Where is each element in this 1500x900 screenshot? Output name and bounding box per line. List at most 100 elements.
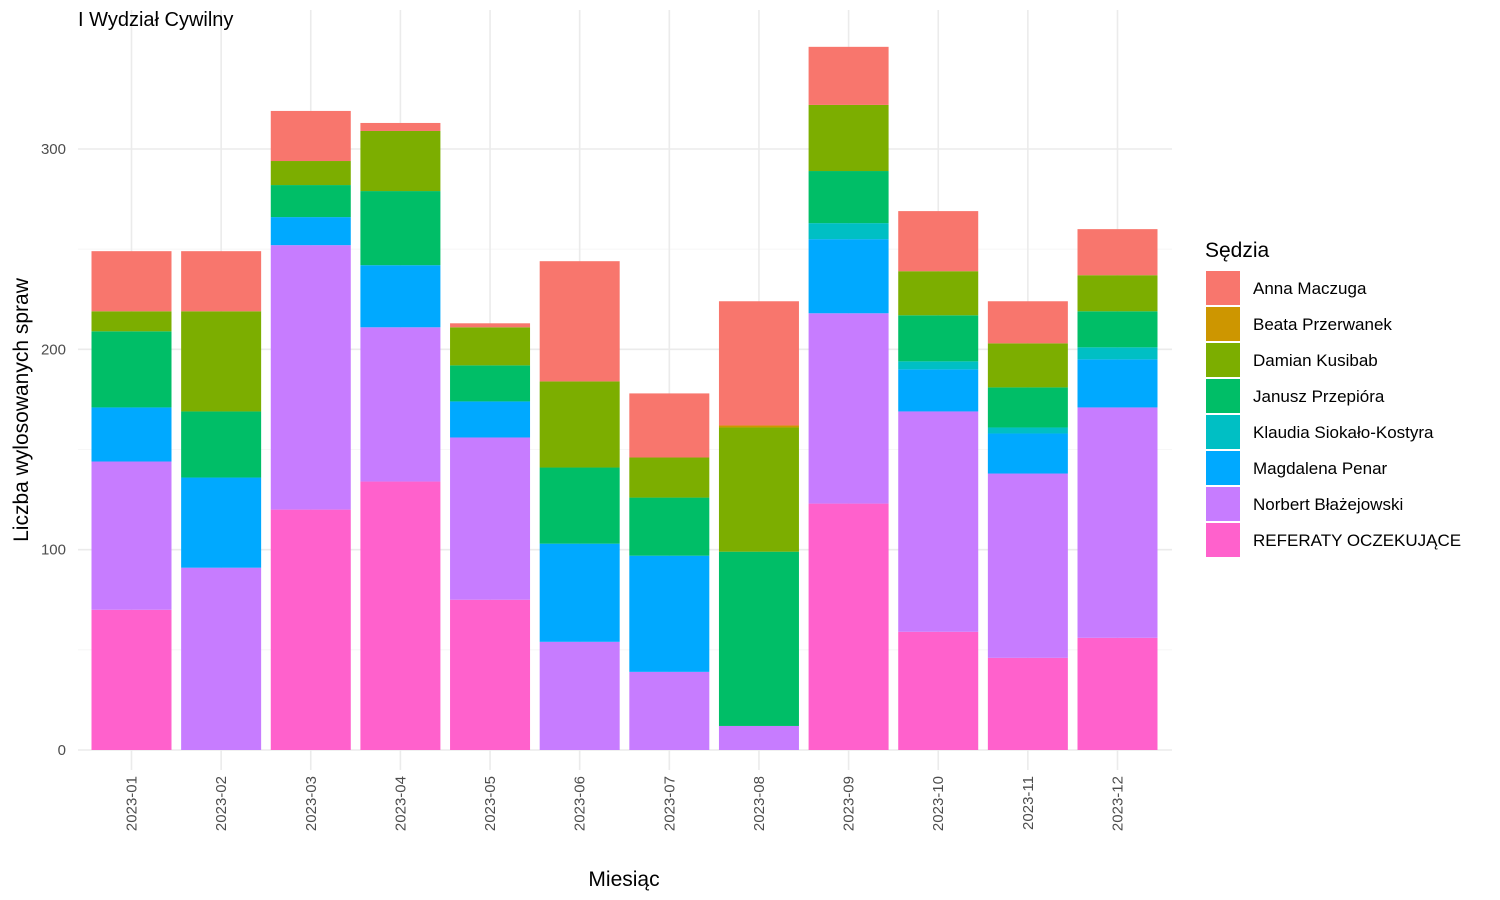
bar-stack-2023-09: [808, 46, 889, 750]
y-axis-ticks: 0 100 200 300: [41, 141, 66, 759]
x-tick-label: 2023-09: [841, 776, 858, 831]
bar-segment: [629, 671, 710, 750]
x-tick-label: 2023-07: [661, 776, 678, 831]
bar-stack-2023-04: [360, 122, 441, 750]
bar-segment: [629, 457, 710, 498]
bar-segment: [181, 251, 262, 312]
legend: Sędzia Anna Maczuga Beata Przerwanek Damia…: [1205, 239, 1461, 557]
bar-segment: [539, 543, 620, 642]
x-tick-label: 2023-02: [213, 776, 230, 831]
bar-segment: [539, 467, 620, 544]
bar-segment: [270, 217, 351, 246]
bar-segment: [808, 313, 889, 504]
x-tick-label: 2023-12: [1110, 776, 1127, 831]
bar-segment: [450, 401, 531, 438]
bar-segment: [808, 46, 889, 105]
bar-stack-2023-05: [450, 323, 531, 750]
bar-segment: [898, 211, 979, 272]
bar-segment: [808, 171, 889, 224]
legend-label: REFERATY OCZEKUJĄCE: [1253, 531, 1461, 550]
bar-segment: [539, 381, 620, 468]
bar-segment: [539, 641, 620, 750]
bar-segment: [270, 161, 351, 186]
legend-item: Janusz Przepióra: [1206, 379, 1385, 413]
x-tick-label: 2023-01: [124, 776, 141, 831]
x-tick-label: 2023-10: [930, 776, 947, 831]
bar-segment: [898, 411, 979, 632]
x-tick-label: 2023-06: [572, 776, 589, 831]
bar-segment: [270, 110, 351, 162]
y-axis-title: Liczba wylosowanych spraw: [10, 277, 33, 542]
bar-segment: [898, 315, 979, 362]
x-tick-label: 2023-05: [482, 776, 499, 831]
bar-segment: [808, 503, 889, 750]
bar-segment: [360, 122, 441, 131]
bar-segment: [450, 327, 531, 366]
bar-segment: [987, 433, 1068, 474]
bar-segment: [181, 567, 262, 750]
bar-segment: [91, 461, 172, 610]
legend-swatch: [1206, 379, 1240, 413]
bar-segment: [360, 265, 441, 328]
legend-item: Klaudia Siokało-Kostyra: [1206, 415, 1434, 449]
bar-segment: [718, 425, 799, 428]
bar-segment: [450, 437, 531, 600]
legend-swatch: [1206, 523, 1240, 557]
bar-segment: [808, 239, 889, 314]
bar-segment: [450, 365, 531, 402]
chart-title: I Wydział Cywilny: [78, 9, 233, 31]
legend-swatch: [1206, 415, 1240, 449]
legend-swatch: [1206, 307, 1240, 341]
x-tick-label: 2023-11: [1020, 776, 1037, 830]
bar-segment: [718, 301, 799, 426]
bar-segment: [808, 223, 889, 240]
legend-label: Damian Kusibab: [1253, 351, 1378, 370]
bar-segment: [898, 271, 979, 316]
legend-label: Klaudia Siokało-Kostyra: [1253, 423, 1434, 442]
y-tick-label: 200: [41, 341, 66, 358]
bar-segment: [898, 631, 979, 750]
bar-segment: [360, 327, 441, 482]
bar-segment: [1077, 407, 1158, 638]
bar-segment: [718, 551, 799, 726]
bar-segment: [718, 427, 799, 552]
bar-stack-2023-03: [270, 110, 351, 750]
bar-stack-2023-11: [987, 301, 1068, 750]
bar-stack-2023-07: [629, 393, 710, 750]
legend-item: Anna Maczuga: [1206, 271, 1367, 305]
bar-segment: [450, 599, 531, 750]
bar-segment: [360, 191, 441, 266]
bar-segment: [360, 130, 441, 192]
bar-segment: [808, 104, 889, 172]
legend-label: Magdalena Penar: [1253, 459, 1388, 478]
bar-segment: [539, 261, 620, 382]
legend-label: Norbert Błażejowski: [1253, 495, 1403, 514]
bar-segment: [91, 609, 172, 750]
bar-segment: [1077, 637, 1158, 750]
bar-segment: [898, 369, 979, 412]
legend-item: Magdalena Penar: [1206, 451, 1388, 485]
bar-segment: [898, 361, 979, 370]
bar-segment: [718, 725, 799, 750]
legend-swatch: [1206, 271, 1240, 305]
legend-swatch: [1206, 487, 1240, 521]
bar-segment: [987, 301, 1068, 344]
bar-segment: [91, 251, 172, 312]
bar-stack-2023-10: [898, 211, 979, 750]
bar-segment: [987, 343, 1068, 388]
y-tick-label: 100: [41, 542, 66, 559]
bar-segment: [360, 481, 441, 750]
bar-stack-2023-12: [1077, 229, 1158, 750]
legend-label: Anna Maczuga: [1253, 279, 1367, 298]
bar-segment: [91, 407, 172, 462]
legend-item: Beata Przerwanek: [1206, 307, 1392, 341]
legend-swatch: [1206, 451, 1240, 485]
legend-title: Sędzia: [1205, 239, 1270, 262]
bar-stack-2023-02: [181, 251, 262, 750]
legend-item: Damian Kusibab: [1206, 343, 1378, 377]
bar-segment: [1077, 359, 1158, 408]
legend-label: Beata Przerwanek: [1253, 315, 1392, 334]
bar-segment: [1077, 311, 1158, 348]
bar-segment: [91, 311, 172, 332]
